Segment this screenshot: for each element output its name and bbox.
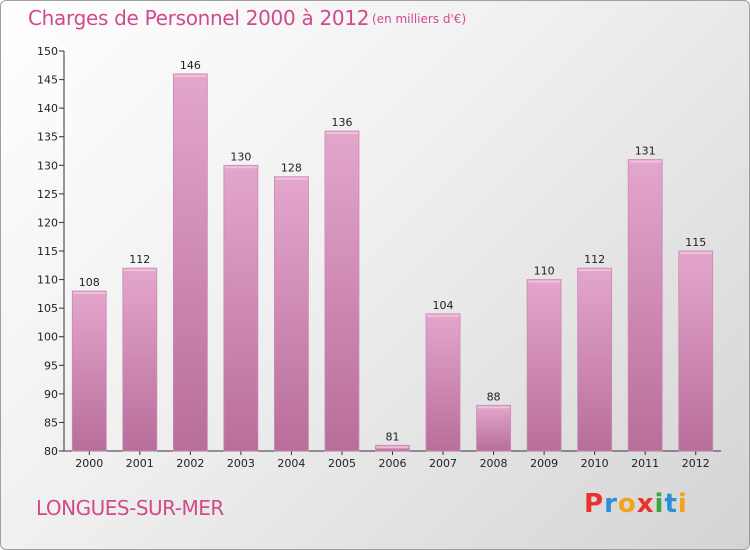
brand-letter: x [636, 489, 655, 519]
x-tick-label: 2006 [379, 457, 407, 470]
value-label: 115 [685, 236, 706, 249]
bar-2010 [577, 267, 613, 452]
y-tick-label: 85 [44, 416, 58, 429]
bars [71, 73, 714, 452]
value-label: 131 [635, 145, 656, 158]
y-tick-label: 115 [37, 245, 58, 258]
brand-letter: o [617, 489, 637, 519]
bar-highlight [123, 269, 156, 272]
y-tick-label: 120 [37, 216, 58, 229]
value-label: 130 [230, 150, 251, 163]
chart-subtitle: (en milliers d'€) [372, 12, 467, 26]
value-label: 128 [281, 162, 302, 175]
value-label: 110 [534, 265, 555, 278]
brand-letter: t [664, 489, 678, 519]
x-tick-label: 2010 [581, 457, 609, 470]
bar-2009 [526, 279, 562, 452]
y-tick-label: 125 [37, 188, 58, 201]
bar-highlight [477, 406, 510, 409]
brand-letter: P [584, 489, 605, 519]
bar-2005 [324, 130, 360, 452]
x-tick-label: 2003 [227, 457, 255, 470]
brand-letter: i [654, 489, 665, 519]
bar-2011 [627, 159, 663, 452]
bar-highlight [224, 166, 257, 169]
x-tick-label: 2012 [682, 457, 710, 470]
y-tick-label: 80 [44, 445, 58, 458]
y-tick-label: 95 [44, 359, 58, 372]
axes: 80 85 90 95 100 105 110 115 120 125 130 135 140 145 15… [37, 45, 721, 458]
bar-highlight [376, 446, 409, 449]
y-tick-label: 135 [37, 131, 58, 144]
x-tick-label: 2008 [480, 457, 508, 470]
bar-2012 [678, 250, 714, 452]
town-name: LONGUES-SUR-MER [36, 496, 224, 520]
bar-highlight [174, 74, 207, 77]
bar-highlight [528, 280, 561, 283]
bar-2004 [274, 176, 309, 452]
bar-2001 [122, 267, 158, 452]
bar-2002 [172, 73, 208, 452]
bar-highlight [629, 160, 662, 163]
value-label: 136 [331, 116, 352, 129]
bar-highlight [578, 269, 611, 272]
y-tick-label: 105 [37, 302, 58, 315]
value-label: 146 [180, 59, 201, 72]
y-tick-label: 90 [44, 388, 58, 401]
y-tick-label: 145 [37, 74, 58, 87]
x-tick-label: 2011 [631, 457, 659, 470]
brand-letter: r [604, 489, 618, 519]
bar-2008 [476, 404, 511, 452]
x-tick-label: 2009 [530, 457, 558, 470]
labels: 108 2000 112 2001 146 2002 130 2003 128 2004 136 20… [75, 59, 709, 470]
x-tick-label: 2007 [429, 457, 457, 470]
y-tick-label: 150 [37, 45, 58, 58]
brand-letter: i [677, 489, 688, 519]
value-label: 104 [433, 299, 454, 312]
y-tick-label: 140 [37, 102, 58, 115]
bar-highlight [73, 292, 106, 294]
bar-2003 [223, 164, 259, 452]
value-label: 112 [129, 253, 150, 266]
value-label: 112 [584, 253, 605, 266]
y-tick-label: 100 [37, 331, 58, 344]
bar-highlight [325, 132, 358, 134]
chart-title: Charges de Personnel 2000 à 2012 [28, 6, 370, 30]
value-label: 81 [386, 430, 400, 443]
bar-highlight [679, 252, 712, 254]
x-tick-label: 2001 [126, 457, 154, 470]
bar-highlight [275, 177, 308, 180]
bar-2000 [71, 290, 107, 452]
x-tick-label: 2005 [328, 457, 356, 470]
bar-highlight [427, 314, 460, 317]
x-tick-label: 2002 [176, 457, 204, 470]
y-tick-label: 110 [37, 274, 58, 287]
x-tick-label: 2004 [277, 457, 305, 470]
value-label: 88 [487, 390, 501, 403]
bar-2007 [425, 313, 461, 452]
x-tick-label: 2000 [75, 457, 103, 470]
y-tick-label: 130 [37, 159, 58, 172]
brand-logo: Proxiti [584, 489, 688, 519]
value-label: 108 [79, 276, 100, 289]
